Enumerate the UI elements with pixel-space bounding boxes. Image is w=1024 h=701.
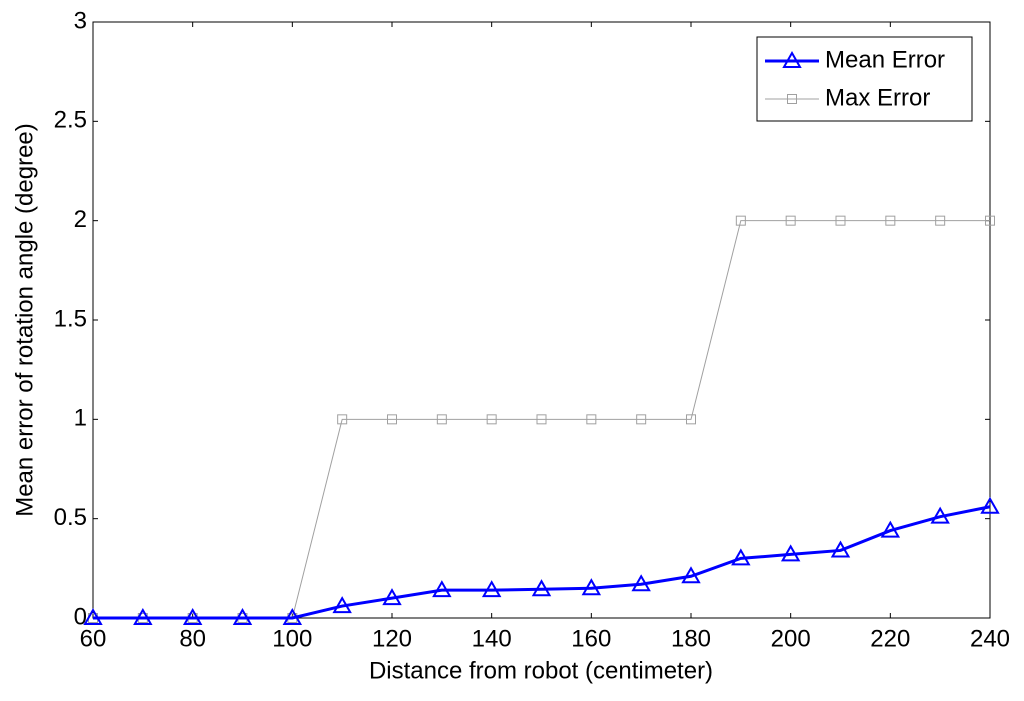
y-tick-label: 1.5 bbox=[54, 305, 87, 332]
data-point bbox=[382, 588, 402, 606]
x-tick-label: 140 bbox=[472, 625, 512, 652]
data-point bbox=[636, 414, 647, 425]
legend-marker bbox=[787, 94, 797, 104]
data-point bbox=[133, 607, 153, 625]
x-tick-label: 220 bbox=[870, 625, 910, 652]
data-point bbox=[885, 215, 896, 226]
x-axis-label: Distance from robot (centimeter) bbox=[369, 657, 713, 684]
y-tick-label: 3 bbox=[74, 7, 87, 34]
data-point bbox=[985, 215, 995, 226]
data-point bbox=[835, 215, 846, 226]
data-point bbox=[631, 574, 651, 592]
data-point bbox=[332, 596, 352, 614]
x-tick-label: 60 bbox=[80, 625, 107, 652]
legend-label: Mean Error bbox=[825, 46, 945, 73]
data-point bbox=[686, 414, 696, 425]
data-point bbox=[531, 579, 552, 597]
data-point bbox=[880, 520, 901, 538]
data-point bbox=[387, 414, 397, 425]
data-point bbox=[337, 414, 348, 425]
data-point bbox=[785, 215, 796, 226]
data-point bbox=[182, 607, 203, 625]
series-line bbox=[93, 505, 991, 620]
data-point bbox=[930, 506, 950, 524]
legend-label: Max Error bbox=[825, 84, 930, 111]
y-tick-label: 2.5 bbox=[54, 107, 87, 134]
x-tick-label: 240 bbox=[970, 625, 1010, 652]
y-tick-label: 1 bbox=[74, 405, 87, 432]
x-tick-label: 100 bbox=[272, 625, 312, 652]
data-point bbox=[536, 414, 547, 425]
x-tick-label: 160 bbox=[571, 625, 611, 652]
x-tick-label: 180 bbox=[671, 625, 711, 652]
data-point bbox=[481, 580, 502, 598]
legend-box bbox=[756, 36, 973, 122]
data-point bbox=[432, 580, 452, 598]
y-tick-label: 0.5 bbox=[54, 504, 87, 531]
data-point bbox=[232, 607, 253, 625]
data-point bbox=[83, 607, 103, 625]
x-tick-label: 120 bbox=[372, 625, 412, 652]
data-point bbox=[282, 607, 303, 625]
data-point bbox=[935, 215, 946, 226]
data-point bbox=[731, 548, 751, 566]
y-tick-label: 2 bbox=[74, 206, 87, 233]
y-tick-label: 0 bbox=[74, 603, 87, 630]
legend-marker bbox=[782, 50, 802, 68]
data-point bbox=[486, 414, 497, 425]
data-point bbox=[586, 414, 597, 425]
data-point bbox=[830, 540, 851, 558]
data-point bbox=[436, 414, 447, 425]
data-point bbox=[581, 578, 602, 596]
y-axis-label: Mean error of rotation angle (degree) bbox=[11, 123, 38, 517]
x-tick-label: 80 bbox=[179, 625, 206, 652]
data-point bbox=[735, 215, 746, 226]
data-point bbox=[780, 544, 801, 562]
legend: Mean Error Max Error bbox=[756, 36, 973, 122]
data-point bbox=[681, 566, 701, 584]
x-tick-label: 200 bbox=[771, 625, 811, 652]
data-point bbox=[980, 496, 1000, 514]
